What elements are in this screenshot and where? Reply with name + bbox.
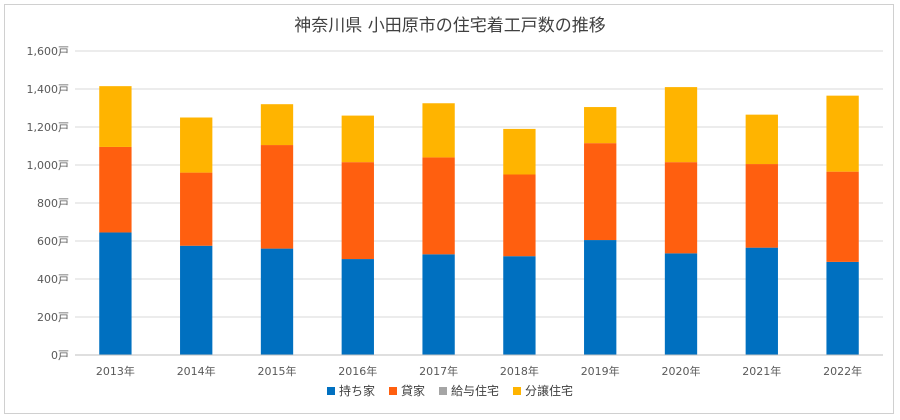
bar-segment (745, 114, 778, 165)
bar-segment (180, 117, 213, 173)
x-tick-label: 2016年 (338, 364, 377, 378)
bar-segment (99, 86, 132, 147)
y-tick-label: 0戸 (51, 349, 69, 362)
x-tick-label: 2022年 (823, 364, 862, 378)
x-tick-label: 2020年 (662, 364, 701, 378)
chart-title: 神奈川県 小田原市の住宅着工戸数の推移 (294, 16, 605, 36)
x-tick-label: 2019年 (581, 364, 620, 378)
legend-swatch (327, 387, 335, 395)
bar-segment (826, 95, 859, 172)
bar-segment (664, 87, 698, 163)
x-tick-label: 2014年 (177, 364, 216, 378)
legend-swatch (389, 387, 397, 395)
bar-segment (341, 162, 374, 260)
bar-segment (260, 104, 294, 146)
bar-segment (826, 261, 859, 355)
x-tick-label: 2021年 (742, 364, 781, 378)
bar-segment (503, 128, 536, 175)
y-tick-label: 1,200戸 (27, 121, 70, 134)
bar-segment (826, 171, 859, 262)
bar-segment (422, 254, 455, 355)
legend: 持ち家 貸家 給与住宅 分譲住宅 (327, 383, 573, 398)
bar-segment (664, 253, 698, 355)
stacked-bar-chart: 神奈川県 小田原市の住宅着工戸数の推移 0戸 200戸 400戸 600戸 800戸 1,… (27, 16, 883, 398)
y-tick-label: 800戸 (37, 197, 69, 210)
legend-label: 給与住宅 (451, 383, 499, 398)
bar-segment (503, 174, 536, 257)
legend-label: 貸家 (401, 383, 425, 398)
x-tick-label: 2013年 (96, 364, 135, 378)
bar-segment (260, 248, 294, 355)
bar-segment (99, 232, 132, 355)
x-tick-label: 2015年 (258, 364, 297, 378)
bar-segment (422, 103, 455, 158)
bar-segment (99, 146, 132, 233)
legend-label: 分譲住宅 (525, 383, 573, 398)
bar-segment (260, 145, 294, 249)
y-tick-label: 200戸 (37, 311, 69, 324)
y-tick-label: 400戸 (37, 273, 69, 286)
x-axis-tick-labels: 2013年 2014年 2015年 2016年 2017年 2018年 2019年 2020年… (96, 364, 862, 378)
legend-label: 持ち家 (339, 383, 375, 398)
bars (99, 86, 859, 355)
bar-segment (745, 247, 778, 355)
bar-segment (422, 157, 455, 255)
y-axis-tick-labels: 0戸 200戸 400戸 600戸 800戸 1,000戸 1,200戸 1,400戸 1,60… (27, 45, 70, 362)
bar-segment (664, 162, 698, 254)
bar-segment (584, 107, 617, 144)
bar-segment (584, 240, 617, 355)
bar-segment (341, 259, 374, 355)
legend-swatch (439, 387, 447, 395)
y-tick-label: 600戸 (37, 235, 69, 248)
y-tick-label: 1,600戸 (27, 45, 70, 58)
y-tick-label: 1,400戸 (27, 83, 70, 96)
y-tick-label: 1,000戸 (27, 159, 70, 172)
bar-segment (584, 143, 617, 241)
bar-segment (180, 245, 213, 355)
bar-segment (180, 172, 213, 246)
x-tick-label: 2018年 (500, 364, 539, 378)
chart-frame: 神奈川県 小田原市の住宅着工戸数の推移 0戸 200戸 400戸 600戸 800戸 1,… (4, 4, 894, 414)
bar-segment (745, 164, 778, 248)
x-tick-label: 2017年 (419, 364, 458, 378)
bar-segment (341, 115, 374, 163)
bar-segment (503, 256, 536, 355)
legend-swatch (513, 387, 521, 395)
